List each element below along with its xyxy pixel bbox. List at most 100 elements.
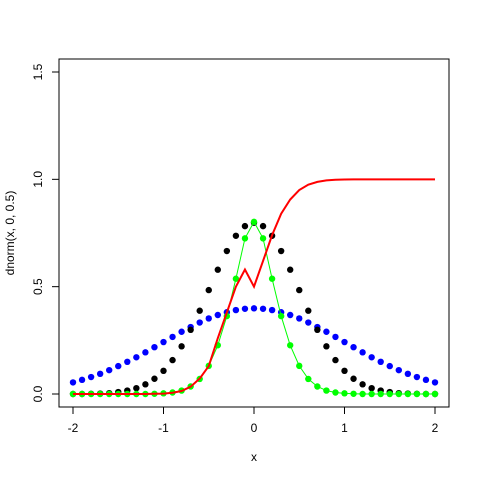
data-point: [413, 373, 421, 381]
data-point: [69, 379, 77, 386]
data-point: [287, 266, 294, 273]
data-point: [78, 376, 86, 384]
data-point: [350, 390, 357, 397]
data-point: [160, 367, 167, 375]
data-point: [232, 275, 240, 282]
axes-layer: -2 -1 0 1 2 0.0 0.5 1.0 1.5: [31, 63, 439, 435]
data-point: [178, 343, 185, 350]
data-point: [341, 338, 348, 346]
data-point: [377, 390, 384, 398]
data-point: [151, 344, 158, 351]
data-point: [314, 326, 321, 334]
data-point: [422, 390, 430, 398]
data-point: [341, 367, 348, 375]
data-point: [250, 218, 258, 226]
data-point: [133, 385, 140, 392]
data-point: [142, 381, 149, 388]
series-line: [73, 178, 435, 395]
data-point: [350, 344, 357, 351]
data-point: [359, 390, 366, 398]
data-point: [332, 333, 339, 341]
data-point: [323, 387, 330, 394]
data-point: [160, 338, 167, 346]
data-point: [241, 235, 249, 242]
data-point: [151, 375, 158, 382]
data-point: [359, 381, 366, 388]
data-point: [431, 390, 439, 398]
data-point: [196, 319, 203, 326]
data-point: [250, 305, 258, 312]
data-point: [214, 266, 221, 273]
data-point: [223, 247, 231, 255]
data-point: [268, 306, 276, 314]
data-point: [115, 362, 122, 370]
y-tick-label: 1.5: [31, 63, 45, 80]
data-point: [341, 390, 348, 397]
data-point: [87, 373, 95, 381]
data-point: [241, 305, 249, 312]
data-point: [205, 286, 212, 294]
data-point: [296, 315, 303, 322]
data-point: [386, 362, 393, 370]
data-point: [287, 311, 294, 319]
data-point: [133, 354, 140, 361]
data-point: [404, 390, 412, 398]
data-point: [404, 370, 412, 378]
x-tick-label: 2: [432, 421, 439, 435]
x-tick-label: -1: [158, 421, 169, 435]
x-tick-label: 0: [251, 421, 258, 435]
data-point: [178, 328, 185, 335]
data-point: [232, 306, 240, 314]
data-point: [395, 366, 402, 374]
data-point: [323, 343, 330, 350]
data-point: [296, 286, 303, 294]
data-point: [350, 375, 357, 382]
data-point: [368, 354, 375, 361]
data-point: [142, 349, 149, 356]
data-point: [268, 275, 276, 282]
y-axis-label: dnorm(x, 0, 0.5): [3, 191, 17, 276]
data-point: [386, 390, 393, 398]
y-tick-label: 0.0: [31, 385, 45, 402]
data-point: [332, 356, 339, 364]
data-point: [422, 376, 430, 384]
data-point: [413, 390, 421, 398]
data-point: [232, 232, 240, 239]
data-point: [431, 379, 439, 386]
data-point: [169, 356, 176, 364]
y-tick-label: 0.5: [31, 278, 45, 295]
data-point: [277, 312, 285, 320]
data-point: [259, 222, 267, 230]
data-point: [287, 342, 294, 349]
data-point: [205, 315, 212, 322]
series-4: [73, 178, 435, 395]
data-point: [359, 349, 366, 356]
data-point: [106, 366, 113, 374]
x-tick-label: -2: [68, 421, 79, 435]
data-point: [323, 328, 330, 335]
data-point: [305, 307, 312, 314]
data-point: [305, 375, 312, 383]
series-layer: [69, 178, 439, 398]
data-point: [169, 333, 176, 341]
data-point: [368, 390, 375, 398]
y-tick-label: 1.0: [31, 171, 45, 188]
data-point: [259, 235, 267, 242]
data-point: [259, 305, 267, 312]
data-point: [214, 311, 221, 319]
data-point: [241, 222, 249, 230]
data-point: [305, 319, 312, 326]
x-tick-label: 1: [341, 421, 348, 435]
data-point: [314, 383, 321, 390]
data-point: [368, 385, 375, 392]
data-point: [277, 247, 285, 255]
data-point: [196, 307, 203, 314]
x-axis-label: x: [251, 450, 257, 464]
data-point: [124, 358, 131, 365]
data-point: [377, 358, 384, 365]
data-point: [96, 370, 104, 378]
data-point: [187, 326, 194, 334]
data-point: [395, 390, 402, 398]
